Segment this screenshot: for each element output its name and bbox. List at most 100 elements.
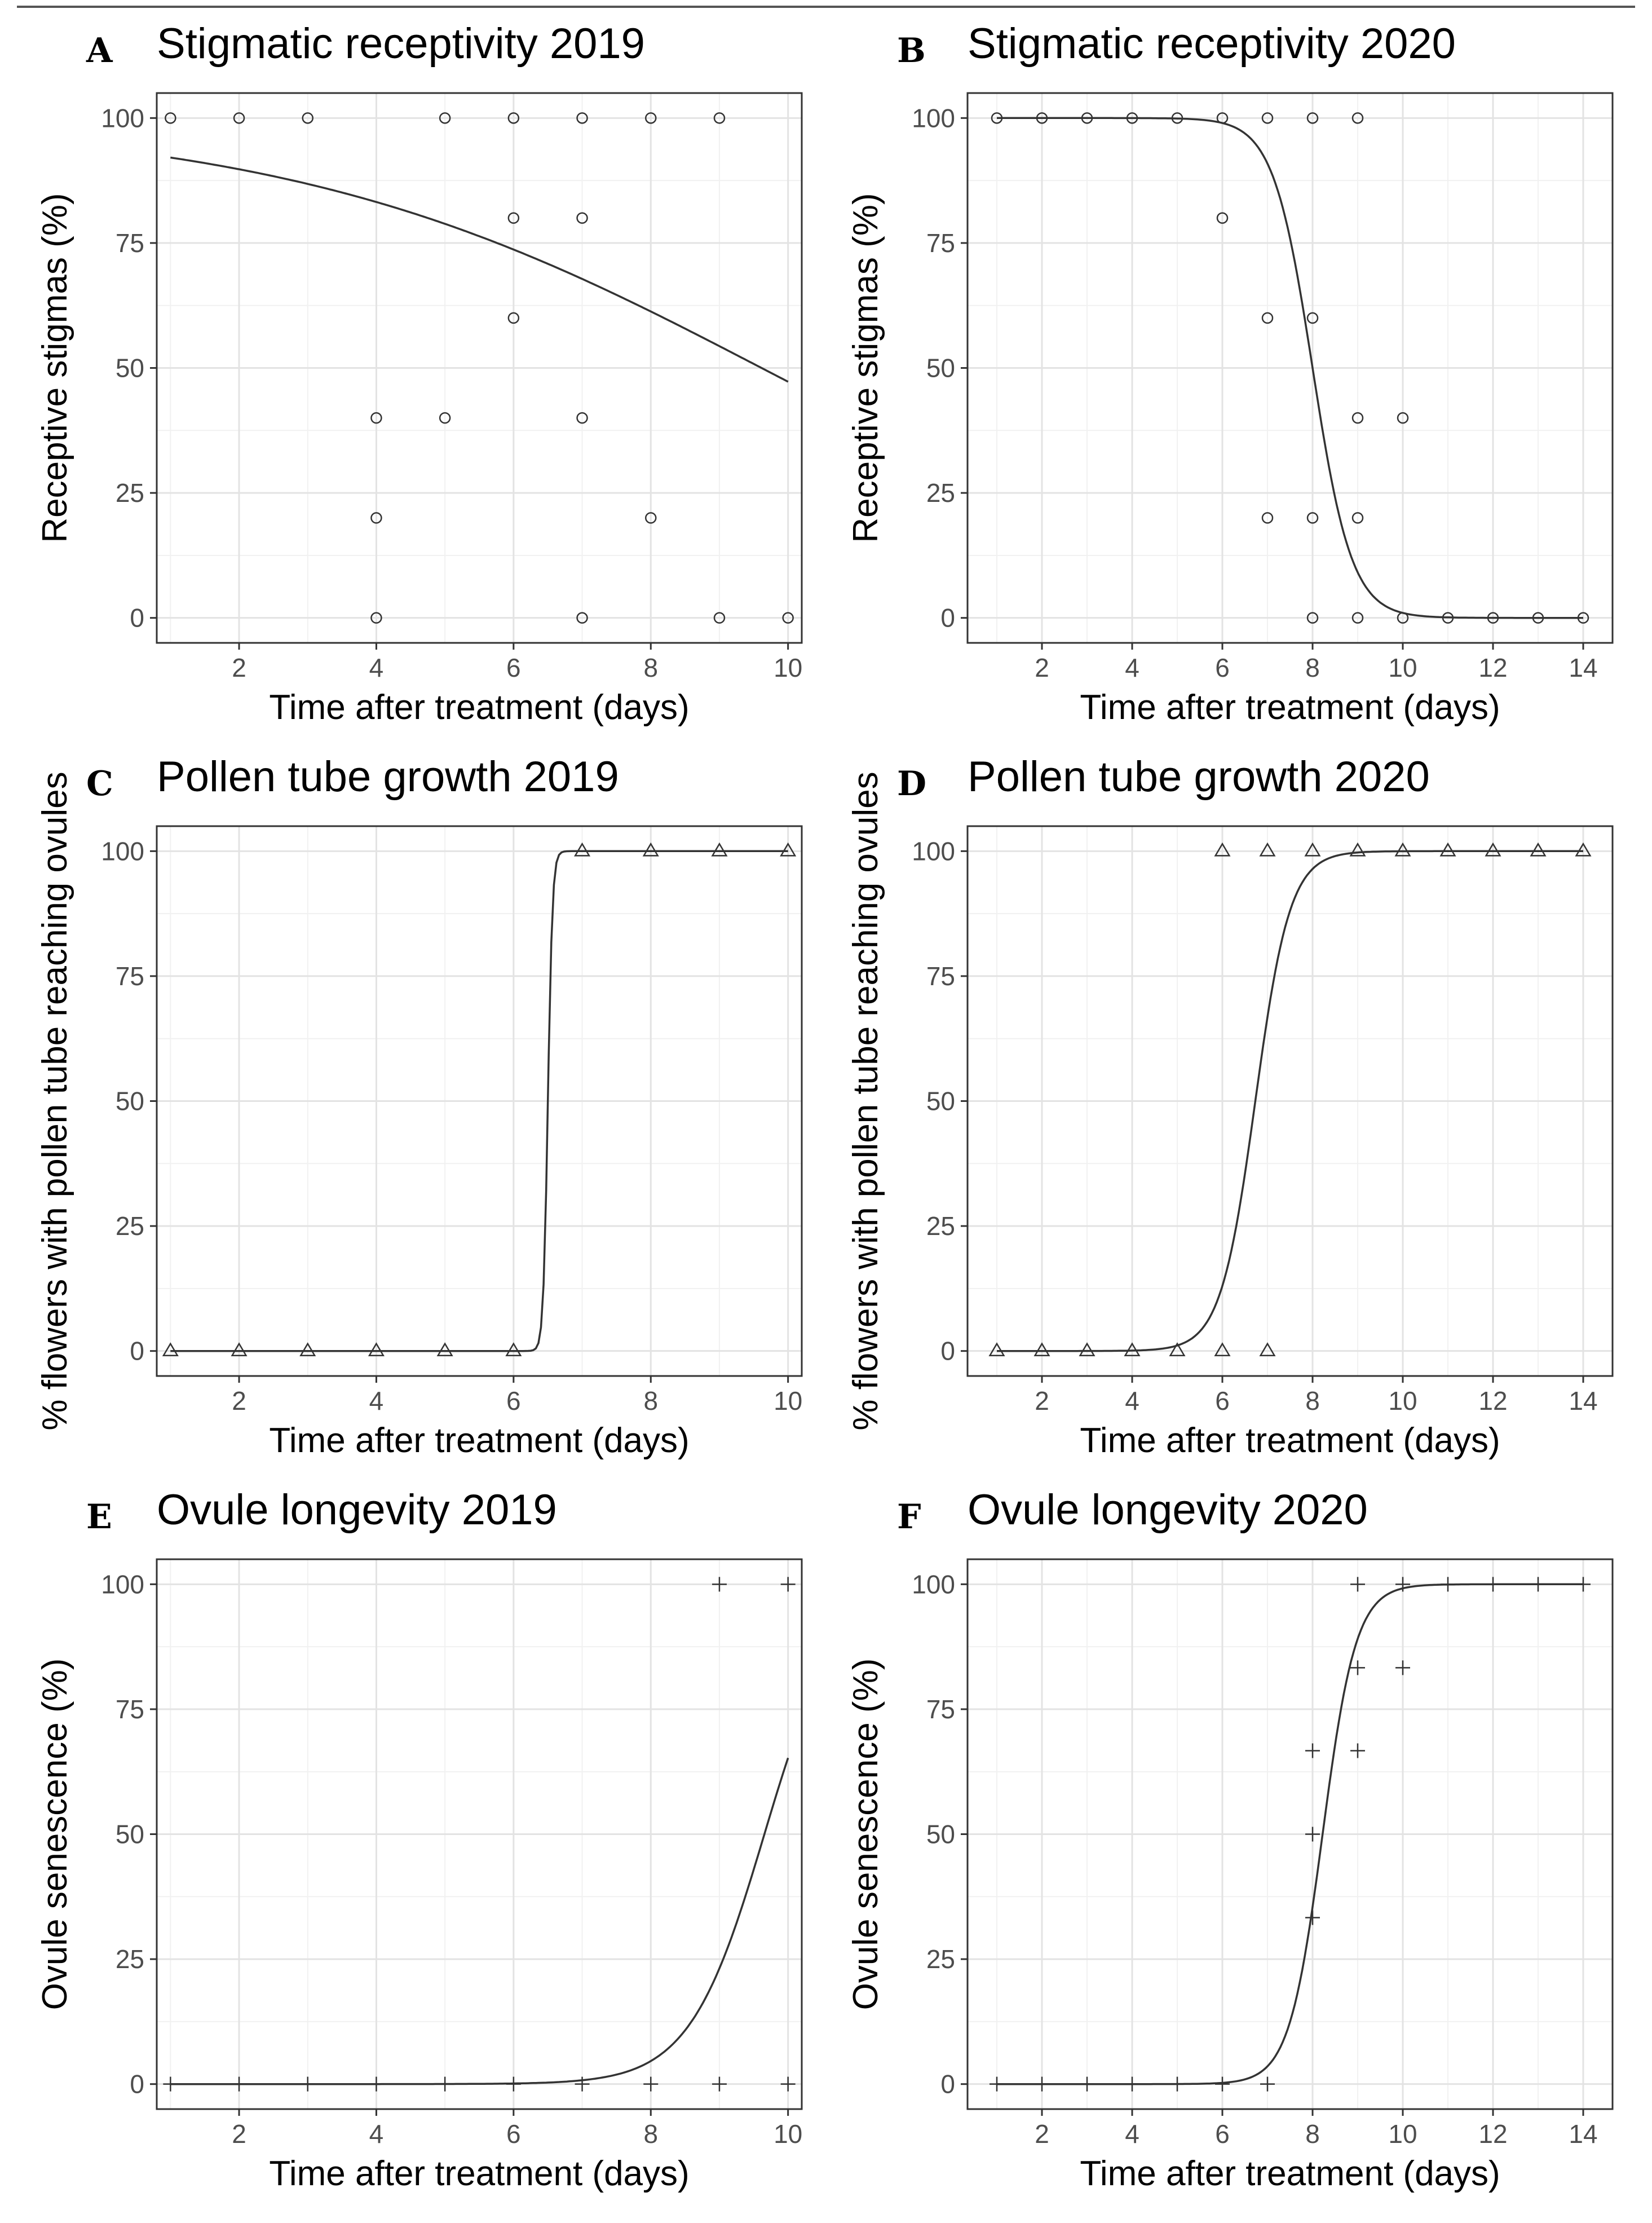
- plot-frame: [966, 1558, 1614, 2110]
- x-tick-label: 8: [643, 2119, 658, 2149]
- data-point: [1305, 1743, 1320, 1758]
- data-point: [1126, 112, 1138, 124]
- panel-letter: B: [897, 31, 926, 70]
- data-point: [1304, 842, 1321, 857]
- data-point: [1214, 842, 1231, 857]
- y-tick-label: 75: [116, 228, 144, 258]
- x-tick-label: 4: [369, 653, 384, 682]
- data-point: [1171, 112, 1183, 124]
- data-point: [990, 2076, 1004, 2092]
- data-point: [1394, 842, 1411, 857]
- x-axis-title: Time after treatment (days): [1080, 2154, 1500, 2193]
- y-tick-label: 75: [116, 1695, 144, 1724]
- x-tick-label: 12: [1478, 653, 1507, 682]
- x-axis-title: Time after treatment (days): [1080, 1421, 1500, 1460]
- data-point: [1261, 312, 1274, 324]
- x-tick-label: 2: [232, 653, 246, 682]
- data-point: [232, 2076, 247, 2092]
- x-tick-label: 4: [1125, 653, 1139, 682]
- y-tick-label: 0: [940, 1337, 955, 1366]
- x-tick-label: 8: [643, 653, 658, 682]
- x-tick-label: 6: [506, 2119, 521, 2149]
- data-point: [1306, 512, 1319, 524]
- y-tick-label: 25: [926, 478, 955, 508]
- y-tick-label: 25: [926, 1211, 955, 1241]
- data-point: [782, 612, 794, 624]
- y-axis-title: Receptive stigmas (%): [846, 193, 885, 542]
- x-tick-label: 10: [1388, 653, 1417, 682]
- panel-letter: A: [86, 31, 113, 70]
- data-point: [711, 842, 728, 857]
- data-point: [1033, 1342, 1050, 1356]
- panel-letter: D: [897, 764, 926, 804]
- data-point: [1125, 2076, 1139, 2092]
- data-point: [1441, 1577, 1455, 1592]
- data-point: [439, 412, 451, 424]
- x-tick-label: 2: [232, 2119, 246, 2149]
- data-point: [1305, 1827, 1320, 1842]
- data-point: [1215, 2076, 1230, 2092]
- x-tick-label: 10: [774, 1386, 802, 1415]
- y-tick-label: 100: [912, 103, 955, 133]
- data-point: [1530, 842, 1547, 857]
- y-tick-label: 25: [116, 1211, 144, 1241]
- plot-frame: [966, 92, 1614, 644]
- x-tick-label: 4: [369, 1386, 384, 1415]
- x-tick-label: 6: [506, 1386, 521, 1415]
- data-point: [991, 112, 1003, 124]
- panel-title: Pollen tube growth 2020: [968, 753, 1430, 801]
- y-tick-label: 50: [116, 1087, 144, 1116]
- data-point: [1531, 1577, 1545, 1592]
- data-point: [438, 2076, 453, 2092]
- data-point: [1486, 1577, 1500, 1592]
- data-point: [1575, 842, 1592, 857]
- data-point: [1081, 112, 1093, 124]
- y-axis-title: Receptive stigmas (%): [36, 193, 74, 542]
- data-point: [1214, 1342, 1231, 1356]
- data-point: [576, 412, 588, 424]
- data-point: [576, 612, 588, 624]
- data-point: [1216, 112, 1229, 124]
- panel-title: Ovule longevity 2019: [157, 1486, 557, 1534]
- panel-title: Stigmatic receptivity 2020: [968, 20, 1456, 68]
- data-point: [1532, 612, 1544, 624]
- data-point: [1350, 1743, 1365, 1758]
- data-point: [507, 312, 520, 324]
- data-point: [713, 112, 726, 124]
- data-point: [1170, 2076, 1185, 2092]
- x-tick-label: 12: [1478, 2119, 1507, 2149]
- data-point: [507, 112, 520, 124]
- data-point: [507, 212, 520, 224]
- panel-letter: C: [86, 764, 113, 804]
- x-axis-title: Time after treatment (days): [269, 1421, 689, 1460]
- y-axis-title: Ovule senescence (%): [846, 1659, 885, 2010]
- x-tick-label: 6: [1215, 1386, 1230, 1415]
- data-point: [1035, 2076, 1049, 2092]
- data-point: [780, 1577, 796, 1592]
- data-point: [1261, 112, 1274, 124]
- x-tick-label: 6: [1215, 2119, 1230, 2149]
- data-point: [712, 1577, 727, 1592]
- x-tick-label: 2: [232, 1386, 246, 1415]
- data-point: [505, 1342, 522, 1356]
- data-point: [1487, 612, 1499, 624]
- fit-curve: [170, 1757, 789, 2085]
- panel-d: D Pollen tube growth 2020 2 4 6 8 10 12 14 0 25 50 7…: [846, 753, 1614, 1460]
- data-point: [1577, 612, 1589, 624]
- data-point: [1169, 1342, 1186, 1356]
- x-tick-label: 2: [1035, 2119, 1049, 2149]
- y-tick-label: 0: [130, 603, 144, 633]
- y-tick-label: 100: [101, 103, 144, 133]
- y-tick-label: 0: [940, 2070, 955, 2099]
- data-point: [1442, 612, 1454, 624]
- data-point: [1349, 842, 1366, 857]
- x-tick-label: 10: [1388, 1386, 1417, 1415]
- y-axis-title: % flowers with pollen tube reaching ovul…: [36, 771, 74, 1430]
- y-tick-label: 25: [926, 1944, 955, 1974]
- data-point: [1350, 1660, 1365, 1675]
- data-point: [1260, 2076, 1275, 2092]
- x-tick-label: 10: [774, 653, 802, 682]
- panel-letter: E: [86, 1497, 112, 1537]
